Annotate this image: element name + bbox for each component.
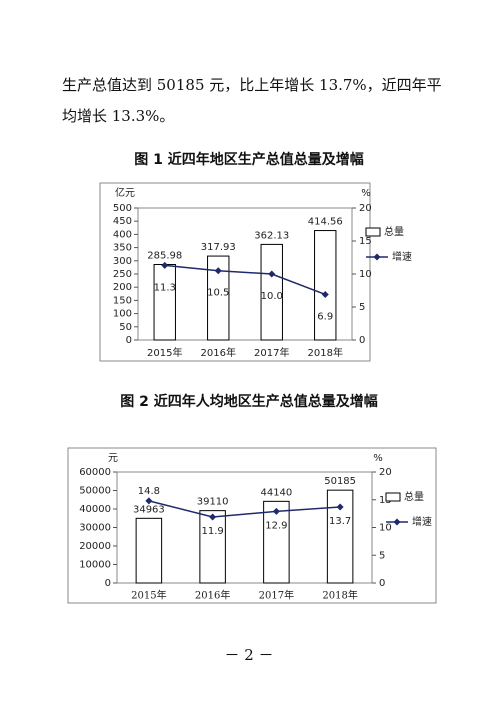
y2-tick-label: 15: [379, 495, 392, 506]
legend-marker: [373, 253, 381, 261]
y-tick-label: 0: [105, 578, 111, 589]
legend-label: 总量: [384, 225, 404, 238]
line: [164, 264, 326, 296]
y-tick-label: 400: [113, 229, 132, 240]
y2-tick-label: 5: [359, 302, 365, 313]
chart-frame: [99, 182, 371, 362]
legend-label: 增速: [412, 515, 432, 528]
y2-axis-label: %: [361, 188, 371, 199]
line-marker: [161, 261, 169, 269]
y-tick-label: 50: [119, 322, 132, 333]
line-marker: [321, 290, 329, 298]
line: [148, 500, 341, 518]
y-tick-label: 450: [113, 216, 132, 227]
x-tick-label: 2015年: [147, 346, 182, 359]
line-value-label: 10.5: [207, 288, 229, 299]
y-tick-label: 50000: [79, 486, 111, 497]
line-value-label: 6.9: [317, 311, 333, 322]
legend-swatch: [365, 227, 381, 237]
page-number: － 2 －: [224, 646, 273, 664]
bar-value-label: 317.93: [201, 242, 236, 253]
chart-frame: [67, 447, 437, 604]
bar: [199, 510, 226, 584]
bar: [314, 230, 337, 341]
y2-tick-label: 20: [359, 203, 372, 214]
line-marker: [209, 513, 217, 521]
bar-value-label: 362.13: [254, 230, 289, 241]
bar: [153, 264, 176, 341]
y-tick-label: 300: [113, 256, 132, 267]
y-tick-label: 60000: [79, 467, 111, 478]
bar-value-label: 414.56: [308, 217, 343, 228]
y-tick-label: 100: [113, 309, 132, 320]
y-tick-label: 0: [126, 335, 132, 346]
bar: [260, 243, 283, 341]
y2-tick-label: 15: [359, 236, 372, 247]
line-marker: [268, 270, 276, 278]
line-marker: [336, 503, 344, 511]
chart-title: 图 1 近四年地区生产总值总量及增幅: [134, 151, 364, 168]
bar-value-label: 285.98: [147, 251, 182, 262]
y-tick-label: 20000: [79, 541, 111, 552]
x-tick-label: 2015年: [131, 589, 166, 602]
line-marker: [272, 507, 280, 515]
y2-tick-label: 10: [359, 269, 372, 280]
bar: [135, 517, 163, 584]
x-tick-label: 2018年: [308, 346, 343, 359]
y2-axis-label: %: [373, 453, 383, 464]
line-marker: [214, 267, 222, 275]
x-tick-label: 2016年: [201, 346, 236, 359]
y-tick-label: 10000: [79, 560, 111, 571]
line-value-label: 14.8: [138, 486, 160, 497]
bar-value-label: 44140: [260, 487, 292, 498]
legend-marker: [393, 518, 401, 526]
legend-swatch: [385, 492, 401, 502]
legend-label: 总量: [404, 490, 424, 503]
y2-tick-label: 5: [379, 550, 385, 561]
x-tick-label: 2017年: [254, 346, 289, 359]
x-tick-label: 2018年: [322, 589, 357, 602]
bar-value-label: 34963: [133, 504, 165, 515]
y-tick-label: 350: [113, 243, 132, 254]
line-marker: [145, 497, 153, 505]
bar: [263, 500, 290, 584]
y-tick-label: 250: [113, 269, 132, 280]
chart-title: 图 2 近四年人均地区生产总值总量及增幅: [120, 393, 378, 410]
y2-tick-label: 0: [359, 335, 365, 346]
line-value-label: 10.0: [261, 291, 283, 302]
paragraph-line: 生产总值达到 50185 元，比上年增长 13.7%，近四年平: [62, 76, 442, 94]
bar: [207, 255, 230, 341]
legend-label: 增速: [392, 250, 412, 263]
paragraph-line: 均增长 13.3%。: [62, 107, 174, 125]
y-axis-label: 元: [108, 453, 118, 464]
line-value-label: 13.7: [329, 516, 351, 527]
bar-value-label: 39110: [197, 497, 229, 508]
x-tick-label: 2017年: [259, 589, 294, 602]
y-tick-label: 150: [113, 295, 132, 306]
y-axis-label: 亿元: [115, 186, 135, 199]
y2-tick-label: 10: [379, 523, 392, 534]
y2-tick-label: 20: [379, 467, 392, 478]
y2-tick-label: 0: [379, 578, 385, 589]
y-tick-label: 40000: [79, 504, 111, 515]
y-tick-label: 30000: [79, 523, 111, 534]
y-tick-label: 200: [113, 282, 132, 293]
line-value-label: 11.3: [154, 282, 176, 293]
line-value-label: 12.9: [265, 520, 287, 531]
line-value-label: 11.9: [201, 526, 223, 537]
y-tick-label: 500: [113, 203, 132, 214]
bar-value-label: 50185: [324, 476, 356, 487]
x-tick-label: 2016年: [195, 589, 230, 602]
